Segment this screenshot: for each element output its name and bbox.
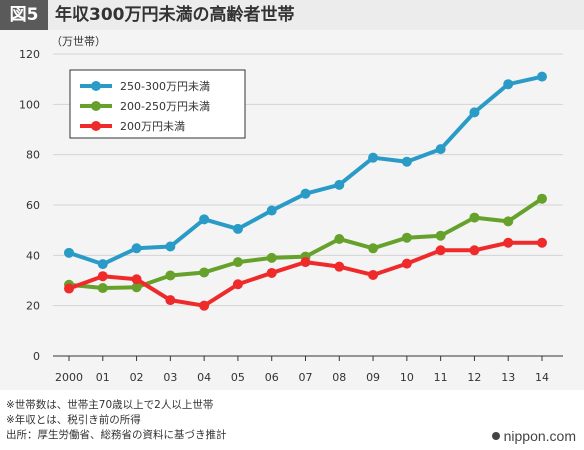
data-point [97,271,108,282]
data-point [199,267,210,278]
logo-dot-icon [491,432,500,440]
legend-label: 200-250万円未満 [120,100,210,113]
footnote-income: ※年収とは、税引き前の所得 [6,414,141,426]
series-layer [64,71,547,311]
legend-item: 250-300万円未満 [80,80,210,93]
data-point [334,179,345,190]
data-point [266,252,277,263]
x-tick-label: 07 [299,371,313,384]
data-point [266,205,277,216]
x-tick-label: 14 [535,371,549,384]
data-point [131,274,142,285]
title-bar: 図5 年収300万円未満の高齢者世帯 [0,0,584,30]
credit-text: nippon.com [503,428,576,444]
data-point [503,237,514,248]
legend-marker [91,81,101,91]
legend: 250-300万円未満 200-250万円未満 200万円未満 [69,69,246,139]
data-point [266,267,277,278]
data-point [435,230,446,241]
legend-item: 200万円未満 [80,120,185,133]
data-point [401,258,412,269]
series-1 [64,71,547,270]
data-point [401,156,412,167]
footnotes: ※世帯数は、世帯主70歳以上で2人以上世帯 ※年収とは、税引き前の所得 出所：厚… [6,398,227,443]
legend-item: 200-250万円未満 [80,100,210,113]
x-tick-label: 12 [467,371,481,384]
x-tick-label: 03 [163,371,177,384]
legend-label: 200万円未満 [120,120,185,133]
data-point [469,212,480,223]
data-point [97,259,108,270]
data-point [165,270,176,281]
y-tick-label: 120 [19,48,40,61]
data-point [131,243,142,254]
y-tick-label: 20 [26,300,40,313]
data-point [64,283,74,294]
data-point [97,283,108,294]
y-tick-label: 80 [26,149,40,162]
line-chart: （万世帯） 0 20 40 60 80 100 120 2000 01 02 03 04 05 06 07 08… [19,35,563,384]
data-point [537,237,547,248]
x-tick-label: 02 [130,371,144,384]
legend-marker [91,101,101,111]
footnote-source: 出所：厚生労働省、総務省の資料に基づき推計 [6,429,227,441]
data-point [334,233,345,244]
data-point [232,223,243,234]
data-point [401,232,412,243]
data-point [503,79,514,90]
chart-title: 年収300万円未満の高齢者世帯 [55,5,295,25]
data-point [334,261,345,272]
data-point [435,245,446,256]
y-tick-label: 0 [33,350,40,363]
y-axis-title: （万世帯） [51,35,106,48]
legend-label: 250-300万円未満 [120,80,210,93]
data-point [165,295,176,306]
y-tick-label: 40 [26,249,40,262]
y-tick-label: 60 [26,199,40,212]
x-tick-label: 13 [501,371,515,384]
data-point [469,107,480,118]
x-tick-label: 05 [231,371,245,384]
data-point [368,243,379,254]
data-point [435,144,446,155]
x-tick-label: 06 [265,371,279,384]
nippon-logo: nippon.com [491,428,576,444]
data-point [165,241,176,252]
data-point [232,257,243,268]
data-point [300,188,311,199]
x-tick-label: 09 [366,371,380,384]
y-tick-label: 100 [19,98,40,111]
data-point [503,216,514,227]
data-point [469,245,480,256]
data-point [368,152,379,163]
chart-area: （万世帯） 0 20 40 60 80 100 120 2000 01 02 03 04 05 06 07 08… [0,30,584,390]
data-point [64,247,74,258]
figure-badge: 図5 [0,0,48,30]
data-point [368,269,379,280]
data-point [537,71,547,82]
data-point [131,282,142,293]
series-line [68,197,544,291]
data-point [232,279,243,290]
x-tick-label: 2000 [55,371,83,384]
legend-marker [91,121,101,131]
x-tick-label: 04 [197,371,211,384]
axes: （万世帯） 0 20 40 60 80 100 120 2000 01 02 03 04 05 06 07 08… [19,35,563,384]
data-point [300,257,311,268]
data-point [537,193,547,204]
x-tick-label: 11 [434,371,448,384]
footnote-household: ※世帯数は、世帯主70歳以上で2人以上世帯 [6,399,214,411]
data-point [199,214,210,225]
x-tick-label: 10 [400,371,414,384]
series-3 [64,237,547,311]
data-point [199,300,210,311]
x-tick-label: 08 [332,371,346,384]
x-tick-label: 01 [96,371,110,384]
